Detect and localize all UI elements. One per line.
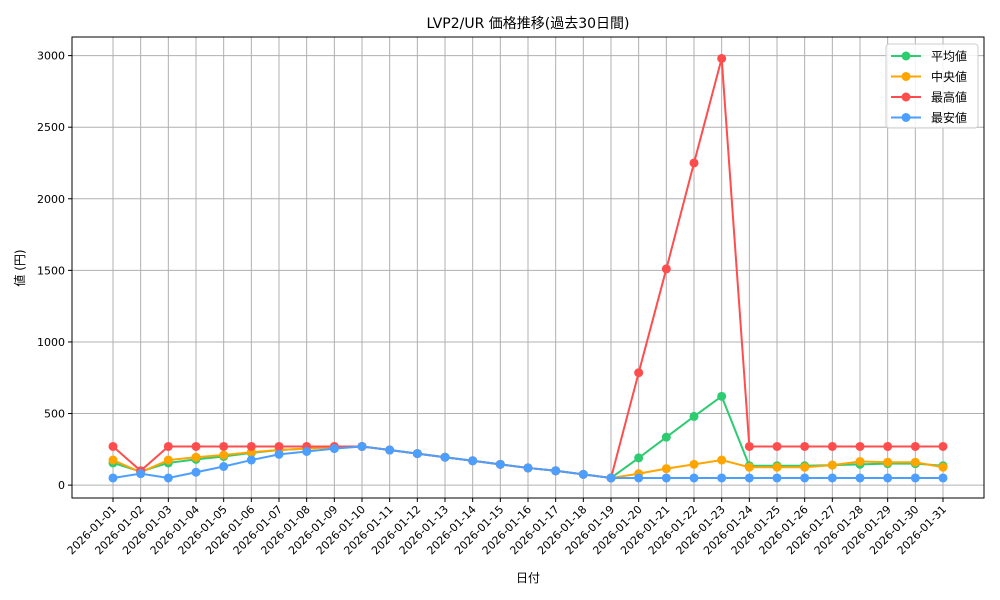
data-point: [883, 473, 893, 483]
data-point: [412, 449, 422, 459]
data-point: [800, 462, 810, 472]
data-point: [772, 441, 782, 451]
data-point: [827, 441, 837, 451]
legend-marker: [901, 113, 911, 122]
data-point: [744, 441, 754, 451]
data-point: [938, 441, 948, 451]
data-point: [661, 473, 671, 483]
legend-label: 平均値: [931, 49, 967, 64]
data-point: [689, 158, 699, 168]
data-point: [440, 452, 450, 462]
y-tick-label: 1500: [37, 264, 65, 277]
data-point: [468, 456, 478, 466]
data-point: [246, 441, 256, 451]
legend-marker: [901, 92, 911, 102]
data-point: [938, 473, 948, 483]
data-point: [578, 469, 588, 479]
data-point: [219, 462, 229, 472]
data-point: [744, 473, 754, 483]
data-point: [634, 473, 644, 483]
x-axis-ticks: 2026-01-012026-01-022026-01-032026-01-04…: [65, 498, 949, 557]
series-lines: [108, 53, 948, 483]
data-point: [191, 452, 201, 462]
data-point: [689, 473, 699, 483]
data-point: [772, 473, 782, 483]
data-point: [938, 462, 948, 472]
data-point: [385, 445, 395, 455]
data-point: [495, 459, 505, 469]
legend-marker: [901, 72, 911, 81]
data-point: [634, 453, 644, 463]
data-point: [163, 455, 173, 465]
legend-box: [885, 43, 979, 129]
data-point: [219, 450, 229, 460]
data-point: [689, 459, 699, 469]
data-point: [717, 53, 727, 63]
data-point: [523, 463, 533, 473]
y-tick-label: 500: [44, 408, 65, 421]
series-最安値: [108, 441, 948, 483]
data-point: [744, 462, 754, 472]
data-point: [274, 441, 284, 451]
data-point: [717, 391, 727, 401]
data-point: [689, 411, 699, 421]
y-tick-label: 2000: [37, 193, 65, 206]
data-point: [717, 473, 727, 483]
data-point: [800, 473, 810, 483]
data-point: [883, 441, 893, 451]
data-point: [108, 455, 118, 465]
data-point: [108, 473, 118, 483]
data-point: [855, 456, 865, 466]
data-point: [661, 464, 671, 474]
legend-label: 最高値: [931, 90, 967, 105]
data-point: [855, 473, 865, 483]
y-tick-label: 3000: [37, 50, 65, 63]
data-point: [191, 441, 201, 451]
data-point: [329, 444, 339, 454]
data-point: [661, 432, 671, 442]
data-point: [855, 441, 865, 451]
data-point: [163, 473, 173, 483]
data-point: [827, 460, 837, 470]
data-point: [910, 457, 920, 467]
legend-label: 中央値: [931, 69, 967, 84]
data-point: [910, 441, 920, 451]
y-tick-label: 0: [58, 479, 65, 492]
grid: [72, 37, 984, 498]
legend-marker: [901, 51, 911, 61]
data-point: [357, 441, 367, 451]
data-point: [302, 446, 312, 456]
data-point: [910, 473, 920, 483]
data-point: [163, 441, 173, 451]
data-point: [136, 469, 146, 479]
data-point: [219, 441, 229, 451]
data-point: [274, 449, 284, 459]
data-point: [717, 455, 727, 465]
y-axis-label: 値 (円): [12, 249, 27, 286]
data-point: [800, 441, 810, 451]
data-point: [606, 473, 616, 483]
y-tick-label: 1000: [37, 336, 65, 349]
data-point: [551, 466, 561, 476]
x-axis-label: 日付: [516, 571, 540, 585]
data-point: [772, 462, 782, 472]
data-point: [827, 473, 837, 483]
plot-frame: [71, 36, 985, 499]
data-point: [661, 264, 671, 274]
chart-title: LVP2/UR 価格推移(過去30日間): [426, 16, 629, 32]
data-point: [191, 467, 201, 477]
data-point: [634, 368, 644, 378]
data-point: [246, 455, 256, 465]
y-axis-ticks: 0 500 1000 1500 2000 2500 3000: [37, 50, 72, 492]
data-point: [883, 457, 893, 467]
y-tick-label: 2500: [37, 121, 65, 134]
legend-label: 最安値: [931, 110, 967, 125]
data-point: [108, 441, 118, 451]
